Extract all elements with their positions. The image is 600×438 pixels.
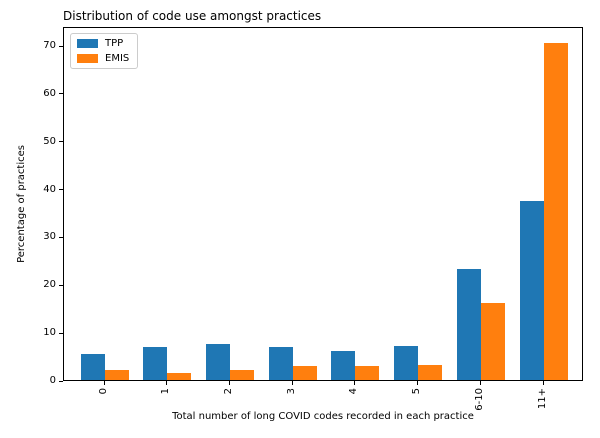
x-tick-mark: [103, 381, 105, 385]
x-tick-label: 2: [222, 388, 234, 395]
bar-tpp-2: [205, 344, 230, 380]
bar-tpp-6-10: [456, 269, 481, 380]
legend-swatch-tpp: [77, 39, 98, 48]
y-axis-label-container: Percentage of practices: [15, 27, 29, 381]
bar-tpp-3: [268, 346, 293, 380]
y-tick-label: 20: [43, 279, 56, 291]
y-tick-mark: [59, 141, 63, 143]
bar-tpp-1: [143, 347, 168, 380]
legend-item-tpp: TPP: [77, 38, 129, 49]
x-tick-mark: [417, 381, 419, 385]
x-tick-mark: [354, 381, 356, 385]
y-tick-mark: [59, 93, 63, 95]
y-tick-mark: [59, 380, 63, 382]
y-tick-mark: [59, 189, 63, 191]
x-tick-label: 6-10: [473, 388, 485, 411]
legend-label-emis: EMIS: [105, 53, 130, 64]
y-tick-mark: [59, 236, 63, 238]
bar-emis-3: [292, 366, 317, 380]
bar-emis-2: [229, 369, 254, 380]
y-tick-label: 70: [43, 40, 56, 52]
bar-tpp-4: [331, 350, 356, 380]
x-tick-mark: [166, 381, 168, 385]
y-tick-mark: [59, 284, 63, 286]
x-tick-mark: [542, 381, 544, 385]
plot-area: TPP EMIS: [63, 27, 583, 381]
bar-emis-5: [418, 365, 443, 380]
x-tick-label: 3: [285, 388, 297, 395]
y-tick-label: 0: [49, 375, 56, 386]
y-tick-label: 30: [43, 231, 56, 243]
y-tick-mark: [59, 45, 63, 47]
x-axis-label: Total number of long COVID codes recorde…: [172, 411, 474, 422]
chart-title: Distribution of code use amongst practic…: [63, 9, 322, 23]
legend-label-tpp: TPP: [105, 38, 124, 49]
x-tick-label: 11+: [536, 388, 548, 410]
x-tick-mark: [228, 381, 230, 385]
x-tick-label: 1: [160, 388, 172, 395]
bar-tpp-5: [394, 346, 419, 380]
y-tick-label: 50: [43, 135, 56, 147]
y-tick-label: 10: [43, 327, 56, 339]
bar-emis-0: [104, 370, 129, 380]
y-tick-mark: [59, 332, 63, 334]
legend: TPP EMIS: [70, 33, 139, 69]
bar-tpp-11+: [519, 200, 544, 380]
bar-tpp-0: [80, 354, 105, 380]
bar-emis-4: [355, 366, 380, 380]
legend-item-emis: EMIS: [77, 53, 129, 64]
y-tick-label: 40: [43, 183, 56, 195]
y-tick-label: 60: [43, 87, 56, 99]
y-axis-label: Percentage of practices: [16, 145, 27, 263]
bar-emis-6-10: [480, 303, 505, 380]
bar-emis-11+: [543, 42, 568, 380]
x-tick-label: 0: [97, 388, 109, 395]
x-tick-mark: [291, 381, 293, 385]
bar-emis-1: [167, 373, 192, 380]
x-tick-mark: [479, 381, 481, 385]
legend-swatch-emis: [77, 54, 98, 63]
x-tick-label: 5: [411, 388, 423, 395]
x-tick-label: 4: [348, 388, 360, 395]
